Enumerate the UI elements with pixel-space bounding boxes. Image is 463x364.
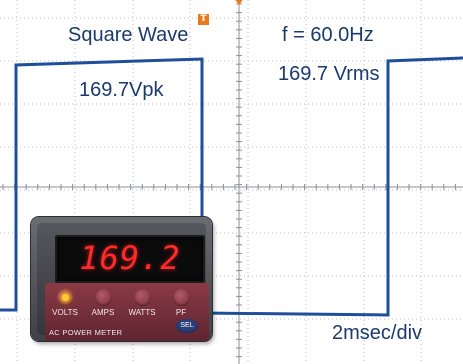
volts-button-label: VOLTS — [52, 308, 78, 317]
rms-voltage-readout: 169.7 Vrms — [278, 63, 380, 85]
square-wave-trace — [0, 56, 463, 317]
watts-button[interactable] — [134, 289, 151, 306]
pf-button[interactable] — [173, 289, 190, 306]
volts-button[interactable] — [57, 289, 74, 306]
meter-keypad: VOLTS AMPS WATTS PF SEL AC POWER METER — [45, 283, 209, 341]
meter-bezel: 169.2 VOLTS AMPS WATTS PF SEL AC POWER M… — [37, 223, 209, 341]
watts-button-label: WATTS — [128, 308, 156, 317]
meter-display: 169.2 — [55, 235, 205, 283]
select-button[interactable]: SEL — [176, 319, 198, 333]
meter-name-label: AC POWER METER — [49, 328, 123, 337]
peak-voltage-readout: 169.7Vpk — [79, 79, 164, 101]
ac-power-meter: 169.2 VOLTS AMPS WATTS PF SEL AC POWER M… — [31, 217, 212, 341]
trigger-position-arrow-icon — [234, 0, 244, 5]
frequency-readout: f = 60.0Hz — [282, 24, 374, 46]
amps-button-label: AMPS — [91, 308, 115, 317]
timebase-readout: 2msec/div — [332, 322, 423, 344]
amps-button[interactable] — [95, 289, 112, 306]
meter-reading: 169.2 — [79, 239, 181, 277]
trigger-marker-icon: T — [198, 14, 209, 25]
volts-indicator-led — [62, 294, 69, 301]
waveform-title: Square Wave — [68, 24, 189, 46]
pf-button-label: PF — [175, 308, 187, 317]
